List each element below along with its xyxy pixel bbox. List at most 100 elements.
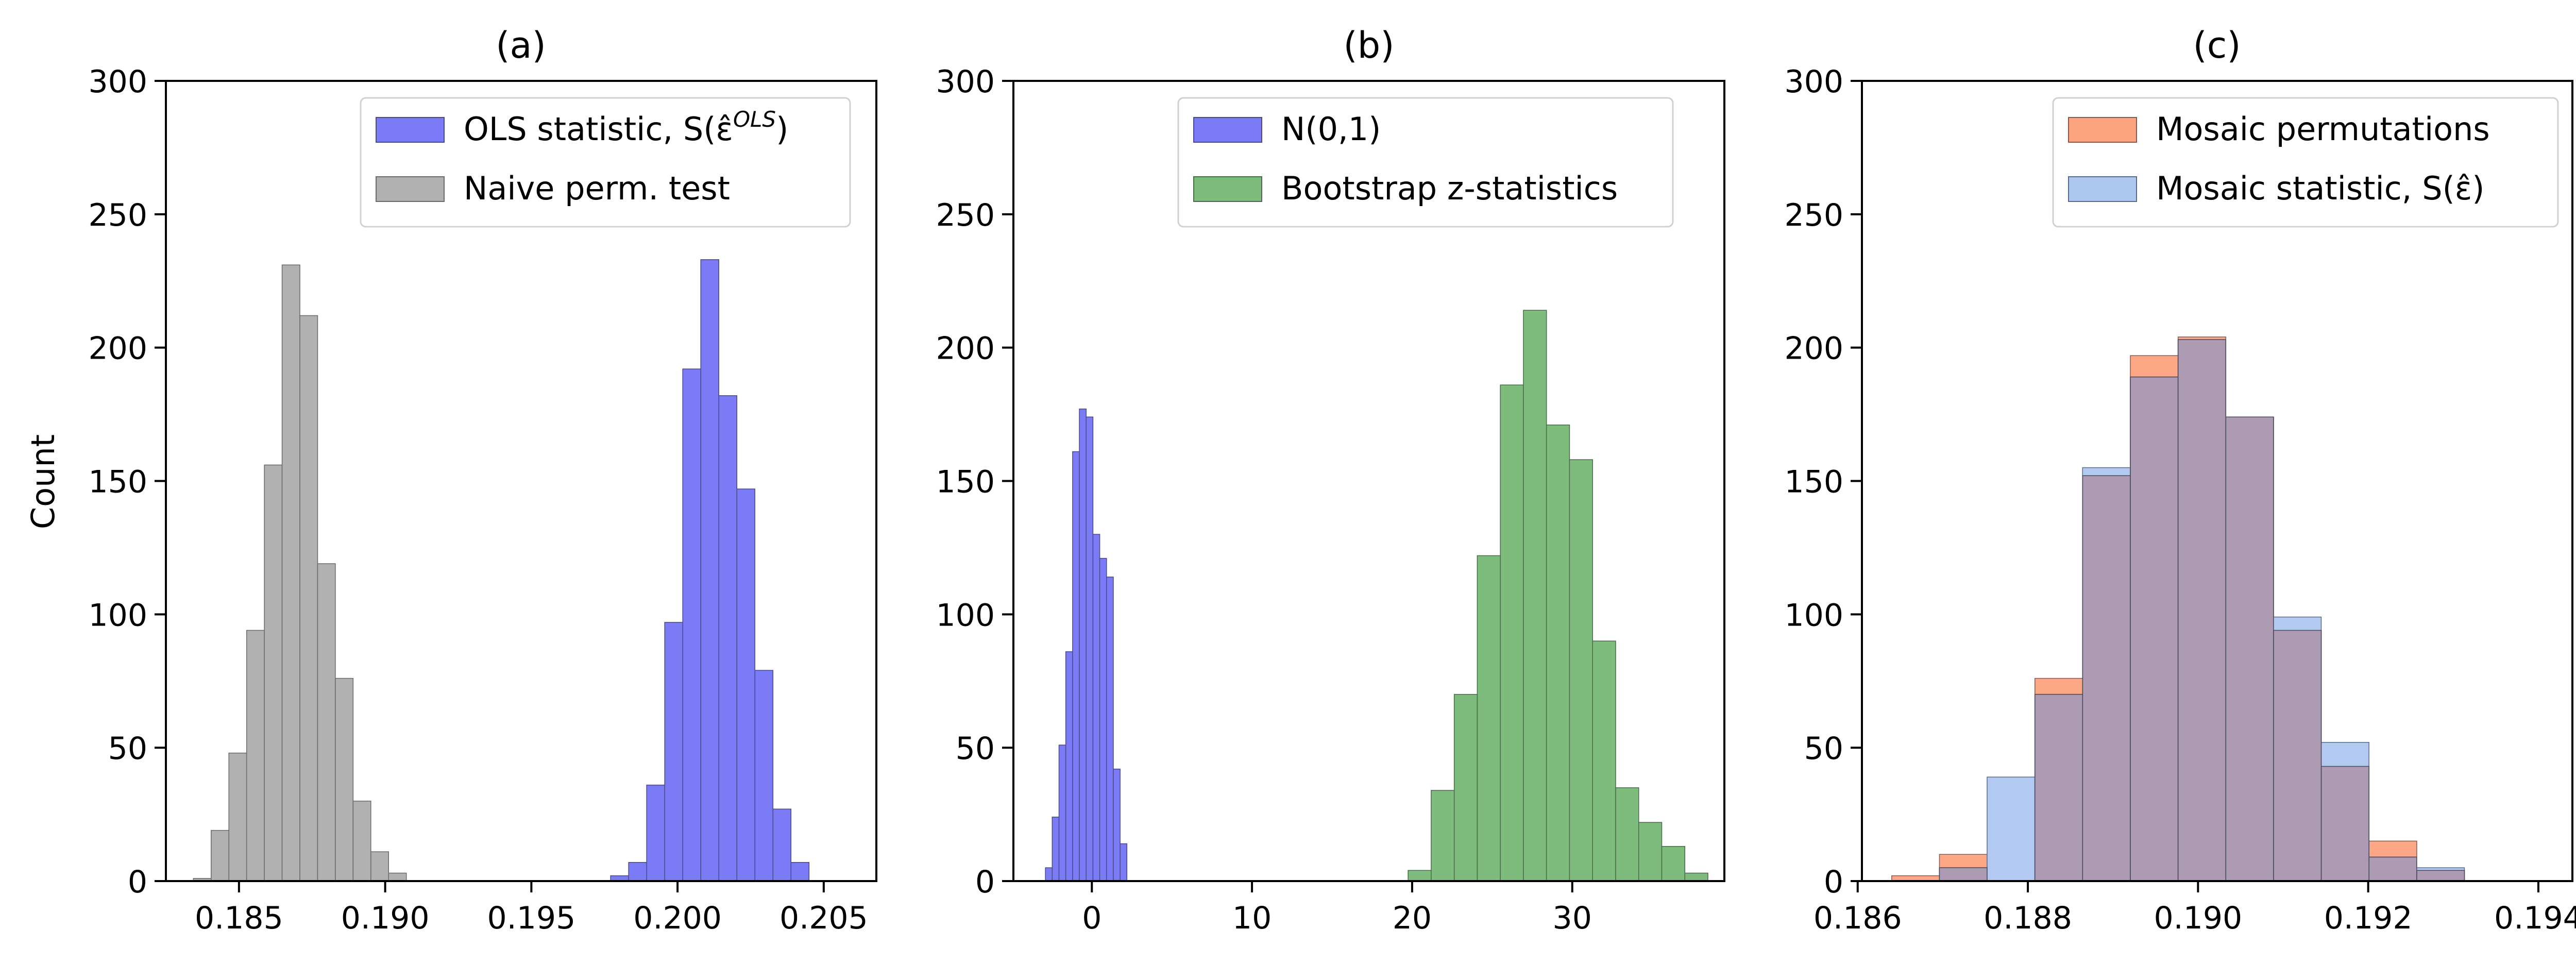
bar-s1-3 [664,622,683,882]
bar-s1-1 [1052,817,1060,882]
x-tick-label: 20 [1393,900,1432,936]
panel-b-title: (b) [1343,24,1394,66]
bar-overlap-3 [2034,694,2083,882]
bar-s1-3 [1065,651,1073,882]
legend-box [360,97,851,228]
bar-s2-0 [1408,870,1432,882]
legend-box [2052,97,2559,228]
bar-s2-1 [211,830,229,882]
bar-s1-11 [1120,843,1128,882]
legend-swatch [376,176,445,202]
legend-swatch [376,117,445,143]
bar-s2-2 [228,752,247,882]
x-tick-label: 30 [1553,900,1592,936]
bar-s1-7 [1092,534,1100,882]
bar-s1-10 [1113,768,1121,882]
panel-c-legend: Mosaic permutations Mosaic statistic, S(ε… [2052,97,2559,228]
bar-s2-3 [1477,555,1501,882]
bar-s1-2 [646,784,665,882]
y-tick-label: 200 [1784,331,1843,367]
bar-s2-7 [1569,459,1593,882]
bar-s2-10 [1638,822,1663,882]
bar-s1-9 [772,808,792,882]
bar-s2-12 [1684,872,1708,882]
bar-s2-4 [1500,384,1524,882]
bar-overlap-5 [2130,376,2179,882]
panel-a-x-ticks: 0.185 0.190 0.195 0.200 0.205 [195,881,868,936]
bar-s1-8 [1099,557,1107,882]
y-tick-label: 200 [936,331,995,367]
legend-label: Mosaic statistic, S(ε̂) [2156,170,2484,207]
bar-overlap-8 [2273,630,2322,882]
bar-s2-6 [299,315,318,882]
bar-overlap-10 [2368,856,2417,882]
bar-s1-7 [736,488,756,882]
panel-c-x-ticks: 0.186 0.188 0.190 0.192 0.194 [1814,881,2576,936]
bar-s2-2 [1453,694,1478,882]
bar-s1-1 [628,862,647,882]
y-tick-label: 300 [1784,64,1843,100]
bar-overlap-6 [2177,339,2226,882]
bar-overlap-4 [2082,475,2131,882]
x-tick-label: 0 [1082,900,1101,936]
panel-a-bars [193,259,810,882]
bar-s2-8 [1592,640,1616,882]
y-tick-label: 150 [936,464,995,500]
y-tick-label: 0 [1824,864,1843,900]
y-tick-label: 100 [1784,597,1843,633]
panel-c-y-ticks: 0 50 100 150 200 250 300 [1784,64,1862,900]
bar-overlap-11 [2416,870,2465,882]
panel-b: 0 50 100 150 200 250 300 0 10 20 30 (b) N(0,1) Boo… [936,24,1725,936]
bar-s1-0 [1045,867,1053,882]
y-tick-label: 50 [1804,731,1843,767]
panel-b-y-ticks: 0 50 100 150 200 250 300 [936,64,1013,900]
y-tick-label: 200 [88,331,147,367]
y-tick-label: 0 [975,864,995,900]
x-tick-label: 0.186 [1814,900,1902,936]
x-tick-label: 0.190 [341,900,430,936]
y-tick-label: 50 [108,731,147,767]
bar-s1-4 [1072,451,1080,882]
panel-b-bars [1045,310,1708,882]
legend-swatch [2068,117,2137,143]
x-tick-label: 0.190 [2154,900,2242,936]
legend-label: Mosaic permutations [2156,110,2490,148]
y-tick-label: 100 [936,597,995,633]
y-axis-label: Count [24,434,62,529]
y-tick-label: 150 [1784,464,1843,500]
bar-s2-3 [246,630,265,882]
x-tick-label: 10 [1232,900,1272,936]
bar-s2-5 [1523,310,1547,882]
bar-s2-9 [1615,787,1639,882]
legend-label: N(0,1) [1281,110,1381,148]
bar-s2-10 [370,851,389,882]
panel-b-x-ticks: 0 10 20 30 [1082,881,1592,936]
panel-a-legend: OLS statistic, S(ε̂OLS) Naive perm. test [360,97,851,228]
y-tick-label: 0 [128,864,147,900]
panel-b-legend: N(0,1) Bootstrap z-statistics [1177,97,1674,228]
bar-s1-8 [754,670,774,882]
panel-a-y-ticks: 0 50 100 150 200 250 300 [88,64,166,900]
bar-s2-7 [317,563,336,882]
bar-overlap-1 [1939,867,1988,882]
bar-s2-9 [352,800,371,882]
bar-s2-11 [388,872,407,882]
y-tick-label: 100 [88,597,147,633]
legend-label: OLS statistic, S(ε̂OLS) [464,107,788,148]
legend-label: Bootstrap z-statistics [1281,170,1618,207]
bar-s2-4 [264,464,283,882]
legend-label: Naive perm. test [464,170,730,207]
bar-s2-5 [281,264,300,882]
y-tick-label: 150 [88,464,147,500]
bar-s1-5 [700,259,719,882]
bar-s1-6 [1086,416,1094,882]
legend-swatch [1193,117,1262,143]
panel-c-title: (c) [2193,24,2241,66]
panel-c-bars [1891,336,2465,882]
y-tick-label: 300 [936,64,995,100]
bar-s1-6 [718,395,738,882]
bar-s1-5 [1079,408,1087,882]
